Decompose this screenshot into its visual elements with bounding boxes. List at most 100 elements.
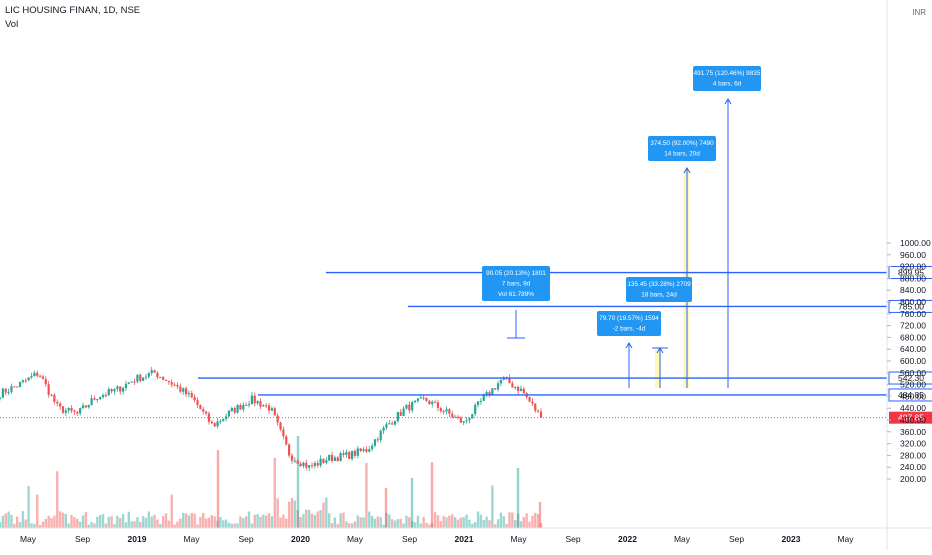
volume-bar [78,521,82,528]
measure-arrowhead [683,167,691,174]
measure-info-text: 90.05 (20.13%) 1801 [486,270,546,277]
volume-bar [453,517,457,528]
volume-bar [150,516,153,528]
volume-bar [64,513,68,528]
volume-bar [44,518,47,528]
candle-body [113,389,116,392]
candle-body [270,408,274,411]
candle-body [33,372,36,377]
candle-body [187,393,191,395]
volume-bar [479,514,483,528]
volume-bar [468,519,471,528]
y-tick-label: 440.00 [900,403,926,413]
candle-body [104,395,108,397]
y-tick-label: 680.00 [900,332,926,342]
candle-body [41,376,45,379]
volume-bar [310,513,314,528]
candle-body [173,384,176,386]
volume-bar [139,521,142,528]
candle-body [101,395,105,397]
volume-bar [147,511,151,528]
candle-body [53,394,56,402]
candle-body [436,402,440,409]
candle-body [279,422,282,430]
candle-body [499,379,503,384]
volume-bar [496,519,500,528]
x-tick-label: May [837,534,854,544]
volume-spike [216,450,220,528]
measure-info-text: 491.75 (120.46%) 9835 [694,70,761,77]
volume-bar [210,515,214,528]
candle-body [7,391,10,393]
measure-info-text: 4 bars, 6d [713,81,742,88]
volume-bar [250,523,254,528]
volume-bar [499,512,503,528]
candle-body [79,408,82,414]
volume-bar [370,515,374,528]
candle-body [439,408,442,412]
candle-body [133,381,136,383]
highlight-zone [655,348,661,388]
candle-body [179,386,182,392]
volume-bar [156,519,159,528]
volume-bar [408,517,411,528]
candle-body [107,389,110,396]
candle-body [313,463,316,466]
volume-bar [90,522,93,528]
candle-body [353,450,357,456]
candle-body [333,457,337,461]
candle-body [382,427,385,431]
volume-bar [330,523,334,528]
volume-bar [327,513,331,528]
measure-info-text: 135.45 (33.28%) 2709 [627,281,691,288]
volume-bar [56,471,59,528]
volume-bar [119,517,122,528]
candle-body [479,400,482,402]
y-tick-label: 920.00 [900,262,926,272]
y-tick-label: 200.00 [900,474,926,484]
volume-bar [236,523,239,528]
candle-body [13,386,16,388]
candle-body [222,419,225,422]
candle-body [159,377,162,379]
volume-bar [508,512,511,528]
candle-body [419,397,422,399]
candle-body [368,449,371,452]
volume-bar [514,520,517,528]
volume-bar [290,497,294,528]
measure-info-text: 18 bars, 24d [641,292,677,299]
volume-bar [262,514,265,528]
volume-bar [442,516,445,528]
candle-body [471,414,474,419]
y-tick-label: 960.00 [900,250,926,260]
x-tick-label: 2019 [128,534,147,544]
volume-bar [18,522,22,528]
candle-body [150,370,153,374]
volume-bar [270,516,274,528]
candle-body [219,421,222,423]
volume-bar [519,521,523,528]
volume-bar [433,512,437,528]
y-tick-label: 400.00 [900,415,926,425]
candle-body [176,384,179,387]
volume-bar [342,512,345,528]
candle-body [216,421,219,427]
candle-body [405,404,408,409]
volume-bar [184,513,188,528]
measure-info-text: 79.70 (19.57%) 1594 [599,315,659,322]
candle-body [182,388,185,392]
volume-bar [425,522,428,528]
volume-spike [296,436,300,528]
currency-label: INR [912,8,926,17]
volume-bar [1,515,5,528]
volume-bar [61,512,65,528]
candle-body [488,392,491,395]
volume-bar [534,512,537,528]
candle-body [99,396,102,400]
candle-body [142,377,145,381]
candle-body [396,411,399,422]
volume-bar [202,512,205,528]
candle-body [465,420,468,422]
